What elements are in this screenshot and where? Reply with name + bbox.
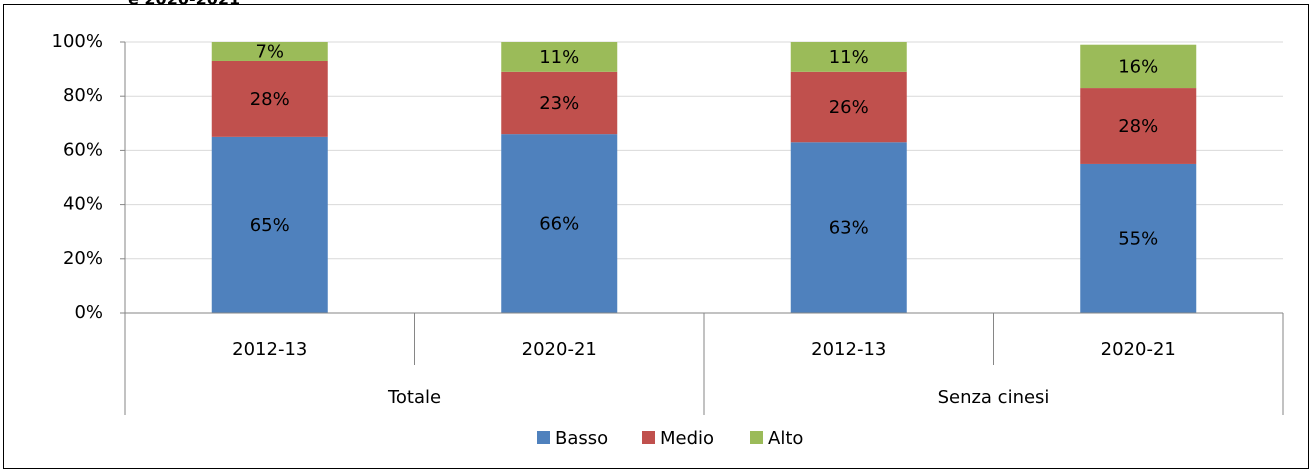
bar-segment (1080, 44, 1197, 89)
legend-label: Basso (555, 428, 608, 449)
value-label: 66% (539, 214, 579, 235)
bar-segment (501, 42, 618, 72)
value-label: 28% (250, 89, 290, 110)
legend-swatch (537, 431, 550, 444)
y-tick-label: 80% (63, 85, 103, 106)
value-label: 7% (255, 41, 284, 62)
group-label: Totale (387, 387, 441, 408)
x-tick-label: 2020-21 (522, 339, 597, 360)
group-label: Senza cinesi (938, 387, 1050, 408)
value-label: 63% (829, 218, 869, 239)
value-label: 11% (539, 47, 579, 68)
bar-segment (501, 71, 618, 135)
y-tick-label: 60% (63, 139, 103, 160)
bar-segment (790, 42, 907, 72)
x-tick-label: 2020-21 (1101, 339, 1176, 360)
value-label: 11% (829, 47, 869, 68)
value-label: 16% (1118, 56, 1158, 77)
bar-segment (790, 71, 907, 143)
bar-segment (211, 42, 328, 61)
value-label: 55% (1118, 228, 1158, 249)
bar-segment (1080, 163, 1197, 313)
x-tick-label: 2012-13 (232, 339, 307, 360)
y-tick-label: 100% (52, 31, 103, 52)
y-tick-label: 40% (63, 194, 103, 215)
bar-segment (211, 136, 328, 313)
bar-segment (790, 142, 907, 313)
bar-segment (501, 134, 618, 313)
bar-segment (1080, 88, 1197, 164)
legend-label: Alto (768, 428, 803, 449)
y-tick-label: 20% (63, 248, 103, 269)
chart-frame (3, 4, 1309, 469)
value-label: 26% (829, 97, 869, 118)
y-tick-label: 0% (74, 302, 103, 323)
legend-swatch (642, 431, 655, 444)
bar-segment (211, 60, 328, 137)
legend-swatch (750, 431, 763, 444)
legend-label: Medio (660, 428, 714, 449)
x-tick-label: 2012-13 (811, 339, 886, 360)
chart-title: e 2020-2021 (128, 0, 240, 9)
value-label: 23% (539, 93, 579, 114)
value-label: 65% (250, 215, 290, 236)
value-label: 28% (1118, 116, 1158, 137)
